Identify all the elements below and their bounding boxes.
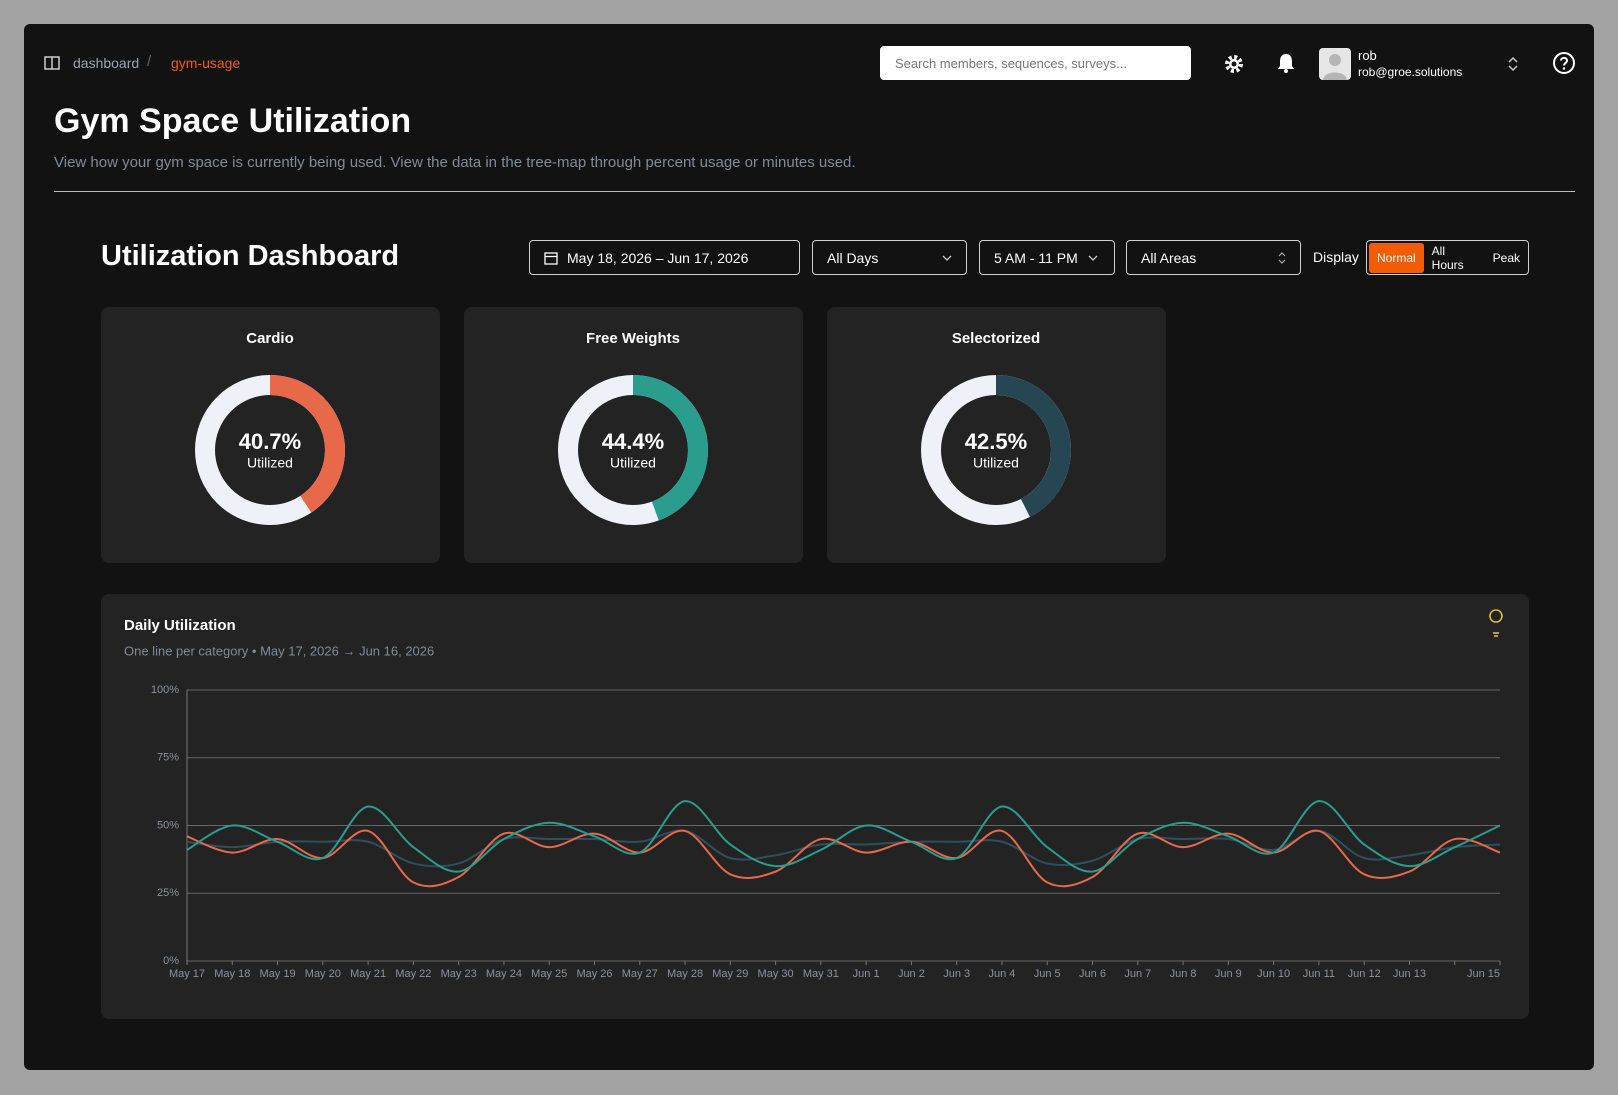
- page-title: Gym Space Utilization: [54, 102, 412, 140]
- search-input[interactable]: Search members, sequences, surveys...: [880, 46, 1191, 80]
- x-tick-label: Jun 3: [943, 968, 970, 980]
- settings-icon[interactable]: [1222, 52, 1246, 76]
- x-tick-label: May 24: [486, 968, 522, 980]
- x-tick-label: Jun 15: [1467, 968, 1500, 980]
- display-label: Display: [1313, 249, 1359, 265]
- date-range-picker[interactable]: May 18, 2026 – Jun 17, 2026: [529, 240, 800, 275]
- help-icon[interactable]: [1552, 51, 1576, 75]
- gauge-arc: [921, 375, 1071, 525]
- chevron: [942, 255, 952, 261]
- avatar[interactable]: [1319, 48, 1351, 80]
- x-tick-label: Jun 10: [1257, 968, 1290, 980]
- x-tick-label: May 31: [803, 968, 839, 980]
- date-range: May 18, 2026 – Jun 17, 2026: [567, 249, 749, 266]
- y-tick-label: 0%: [163, 955, 179, 967]
- x-tick-label: Jun 4: [989, 968, 1016, 980]
- gauge-card: [464, 307, 803, 563]
- display-option[interactable]: Peak: [1492, 250, 1520, 265]
- x-tick-label: Jun 5: [1034, 968, 1061, 980]
- gauge-card: [827, 307, 1166, 563]
- breadcrumb-link[interactable]: dashboard: [73, 55, 140, 71]
- display-option-active[interactable]: Normal: [1369, 242, 1424, 273]
- x-tick-label: Jun 11: [1303, 968, 1335, 980]
- gauge-caption: Utilized: [973, 455, 1019, 471]
- gauge-caption: Utilized: [247, 455, 293, 471]
- x-tick-label: May 30: [758, 968, 794, 980]
- x-tick-label: Jun 13: [1393, 968, 1426, 980]
- x-tick-label: Jun 2: [898, 968, 925, 980]
- insight-icon[interactable]: [1489, 609, 1503, 637]
- gauge-title: Free Weights: [586, 330, 680, 347]
- days-select[interactable]: All Days: [812, 240, 967, 275]
- user-name: rob: [1358, 48, 1377, 63]
- x-tick-label: Jun 9: [1215, 968, 1242, 980]
- page-subtitle: View how your gym space is currently bei…: [54, 154, 856, 171]
- display-option[interactable]: All Hours: [1431, 243, 1464, 272]
- display-toggle: Normal All Hours Peak: [1366, 240, 1529, 275]
- chart-title: Daily Utilization: [124, 617, 236, 634]
- x-tick-label: Jun 1: [853, 968, 880, 980]
- sidebar-toggle[interactable]: [44, 55, 60, 71]
- x-tick-label: May 26: [576, 968, 612, 980]
- x-tick-label: Jun 7: [1124, 968, 1151, 980]
- breadcrumb-current: gym-usage: [171, 55, 241, 71]
- x-tick-label: May 23: [441, 968, 477, 980]
- x-tick-label: May 20: [305, 968, 341, 980]
- x-tick-label: May 19: [260, 968, 296, 980]
- x-tick-label: Jun 6: [1079, 968, 1106, 980]
- gauge-arc: [558, 375, 708, 525]
- chart-card: [101, 594, 1529, 1019]
- y-tick-label: 100%: [151, 684, 179, 696]
- gauge-value: 40.7%: [239, 429, 301, 454]
- y-tick-label: 50%: [157, 819, 179, 831]
- x-tick-label: May 29: [712, 968, 748, 980]
- x-tick-label: Jun 12: [1348, 968, 1381, 980]
- user-email: rob@groe.solutions: [1358, 65, 1463, 79]
- x-tick-label: May 22: [395, 968, 431, 980]
- areas-select[interactable]: All Areas: [1126, 240, 1301, 275]
- x-tick-label: May 25: [531, 968, 567, 980]
- breadcrumb-separator: /: [147, 53, 152, 70]
- hours-value: 5 AM - 11 PM: [994, 249, 1078, 266]
- chart-subtitle: One line per category • May 17, 2026 → J…: [124, 643, 434, 658]
- gauge-card: [101, 307, 440, 563]
- x-tick-label: Jun 8: [1170, 968, 1197, 980]
- calendar-icon: [544, 251, 558, 265]
- gauge-value: 44.4%: [602, 429, 664, 454]
- divider: [54, 191, 1575, 192]
- notifications-icon[interactable]: [1275, 52, 1297, 74]
- days-value: All Days: [827, 249, 879, 266]
- chevron: [1088, 255, 1098, 261]
- x-tick-label: May 27: [622, 968, 658, 980]
- y-tick-label: 25%: [157, 887, 179, 899]
- gauge-caption: Utilized: [610, 455, 656, 471]
- areas-value: All Areas: [1141, 249, 1197, 266]
- series-line: [186, 800, 1501, 873]
- y-tick-label: 75%: [157, 752, 179, 764]
- gauge-value: 42.5%: [965, 429, 1027, 454]
- chevron: [1278, 251, 1286, 264]
- gauge-title: Selectorized: [952, 330, 1040, 347]
- x-tick-label: May 17: [169, 968, 205, 980]
- gauge-title: Cardio: [246, 330, 294, 347]
- x-tick-label: May 28: [667, 968, 703, 980]
- x-tick-label: May 18: [214, 968, 250, 980]
- user-menu-chevron[interactable]: [1506, 55, 1520, 73]
- section-title: Utilization Dashboard: [101, 240, 400, 272]
- hours-select[interactable]: 5 AM - 11 PM: [979, 240, 1115, 275]
- gauge-arc: [195, 375, 345, 525]
- x-tick-label: May 21: [350, 968, 386, 980]
